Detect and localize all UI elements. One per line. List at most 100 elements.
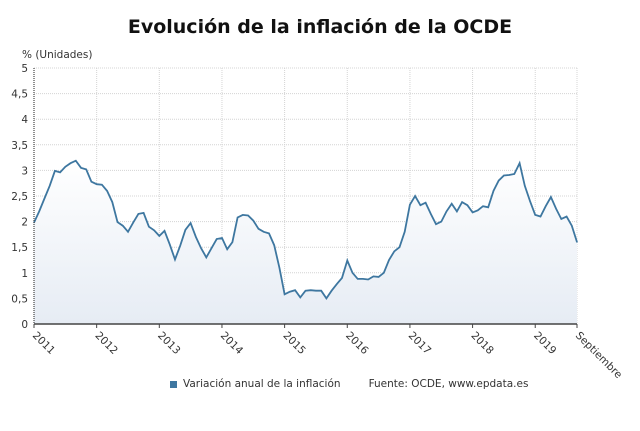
data-point [242,214,244,216]
data-point [190,222,192,224]
y-tick-label: 2,5 [11,191,28,203]
data-point [304,290,307,292]
x-tick-label: 2015 [280,330,307,357]
data-point [200,247,202,249]
data-point [409,204,411,206]
data-point [263,231,265,233]
data-point [54,170,56,172]
data-point [388,259,390,261]
legend-label: Variación anual de la inflación [183,378,341,390]
data-point [524,185,526,187]
data-point [179,245,181,247]
data-point [351,272,354,274]
data-point [210,247,213,249]
data-point [529,200,531,202]
x-tick-label: 2014 [218,330,246,358]
data-point [153,229,155,231]
data-point [424,202,427,204]
data-point [331,290,333,292]
data-point [571,225,573,227]
data-point [148,226,150,228]
data-point [451,203,453,205]
data-point [534,214,536,216]
area-fill [34,160,577,324]
data-point [377,276,380,278]
data-point [398,246,401,248]
data-point [132,222,134,224]
x-tick-label: 2017 [406,330,433,357]
data-point [404,231,406,233]
data-point [278,267,280,269]
y-tick-label: 5 [21,63,28,75]
data-point [362,278,364,280]
data-point [101,184,103,186]
data-point [482,205,484,207]
data-point [163,230,166,232]
y-tick-label: 0 [21,319,28,331]
data-point [513,173,515,175]
data-point [414,195,416,197]
data-point [315,290,317,292]
data-point [372,275,374,277]
data-point [43,197,46,200]
data-point [336,283,338,285]
data-point [565,215,568,218]
data-point [325,297,327,299]
data-point [247,214,249,217]
data-point [257,228,260,230]
data-point [268,232,270,234]
data-point [221,237,223,239]
data-point [487,206,489,208]
data-point [216,238,218,240]
legend: Variación anual de la inflación Fuente: … [170,378,528,390]
data-point [435,223,437,225]
data-point [383,272,385,274]
data-point [440,221,442,223]
data-point [466,204,468,206]
x-tick-label: 2013 [155,330,182,357]
data-point [284,293,286,295]
data-point [294,289,296,291]
data-point [461,201,463,203]
data-point [320,290,322,292]
data-point [419,204,421,206]
data-point [90,181,93,183]
data-point [75,160,77,162]
data-point [38,210,40,212]
source-text: Fuente: OCDE, www.epdata.es [368,378,529,390]
data-point [122,225,124,227]
x-tick-label: 2012 [93,330,120,357]
data-point [111,201,113,203]
data-point [560,218,562,220]
data-point [518,162,521,164]
data-point [576,241,578,243]
y-tick-label: 1 [21,268,28,280]
data-point [59,171,61,174]
data-point [545,205,547,207]
data-point [508,174,510,176]
data-point [346,259,348,262]
data-point [252,219,254,222]
data-point [289,291,291,293]
data-point [299,296,301,298]
data-point [367,278,369,281]
data-point [174,258,176,261]
data-point [195,236,197,238]
data-point [49,185,51,187]
data-point [231,241,234,243]
y-tick-label: 4 [21,114,28,126]
data-point [137,213,140,215]
x-tick-label: Septiembre [573,330,624,381]
y-tick-label: 0,5 [11,293,28,305]
y-tick-label: 3 [21,165,28,177]
data-point [273,244,275,246]
data-point [341,277,343,279]
data-point [357,278,359,280]
data-point [116,221,119,223]
data-point [430,213,432,215]
data-point [169,244,171,246]
data-point [184,229,187,231]
data-point [69,162,72,164]
data-point [310,289,312,291]
